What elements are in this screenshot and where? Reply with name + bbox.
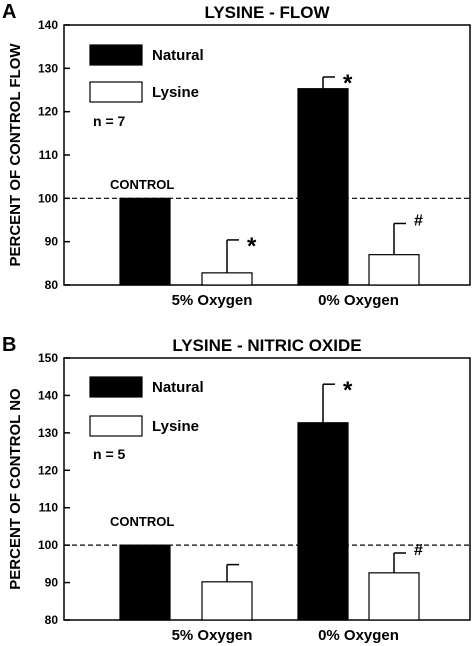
y-axis-label: PERCENT OF CONTROL NO xyxy=(7,388,24,590)
y-tick-label: 80 xyxy=(45,613,59,627)
y-tick-label: 90 xyxy=(45,576,59,590)
y-tick-label: 120 xyxy=(38,463,58,477)
category-label: 5% Oxygen xyxy=(172,627,253,644)
legend-label-lysine: Lysine xyxy=(152,418,199,435)
category-label: 5% Oxygen xyxy=(172,292,253,309)
sample-size-label: n = 7 xyxy=(93,113,126,129)
category-label: 0% Oxygen xyxy=(318,627,399,644)
legend-swatch-lysine xyxy=(89,415,143,437)
y-tick-label: 120 xyxy=(38,105,58,119)
y-tick-label: 110 xyxy=(39,501,59,515)
legend-label-lysine: Lysine xyxy=(152,84,199,101)
y-tick-label: 130 xyxy=(38,61,58,75)
significance-mark: * xyxy=(343,70,353,97)
y-tick-label: 80 xyxy=(45,278,59,292)
control-label: CONTROL xyxy=(110,514,174,529)
chart-title: LYSINE - NITRIC OXIDE xyxy=(172,336,361,355)
y-tick-label: 150 xyxy=(38,351,58,365)
bar-natural-1 xyxy=(297,422,349,621)
chart-title: LYSINE - FLOW xyxy=(205,3,331,22)
bar-control xyxy=(119,197,171,286)
bar-natural-1 xyxy=(297,88,349,286)
y-axis-label: PERCENT OF CONTROL FLOW xyxy=(7,43,24,267)
y-tick-label: 140 xyxy=(38,388,58,402)
bar-lysine-1 xyxy=(368,572,420,621)
legend-label-natural: Natural xyxy=(152,47,204,64)
y-tick-label: 100 xyxy=(38,191,58,205)
bar-control xyxy=(119,544,171,621)
y-tick-label: 100 xyxy=(38,538,58,552)
plot-frame xyxy=(63,357,471,621)
chart-panel-a: A LYSINE - FLOW PERCENT OF CONTROL FLOW 80 9… xyxy=(2,1,471,309)
chart-panel-b: B LYSINE - NITRIC OXIDE PERCENT OF CONTROL… xyxy=(2,334,471,644)
significance-mark: # xyxy=(414,212,423,229)
panel-letter: B xyxy=(2,334,16,356)
legend-swatch-natural xyxy=(89,376,143,398)
legend-swatch-natural xyxy=(89,44,143,66)
bar-lysine-0 xyxy=(201,272,253,286)
category-label: 0% Oxygen xyxy=(318,292,399,309)
control-label: CONTROL xyxy=(110,177,174,192)
y-tick-label: 130 xyxy=(38,426,58,440)
significance-mark: * xyxy=(343,377,353,404)
panel-letter: A xyxy=(2,1,16,23)
y-tick-label: 110 xyxy=(39,148,59,162)
sample-size-label: n = 5 xyxy=(93,446,126,462)
bar-lysine-1 xyxy=(368,254,420,286)
y-tick-label: 90 xyxy=(45,235,59,249)
significance-mark: # xyxy=(414,542,423,559)
legend-label-natural: Natural xyxy=(152,379,204,396)
legend-swatch-lysine xyxy=(89,81,143,103)
y-tick-label: 140 xyxy=(38,18,58,32)
bar-lysine-0 xyxy=(201,581,253,621)
significance-mark: * xyxy=(247,233,257,260)
